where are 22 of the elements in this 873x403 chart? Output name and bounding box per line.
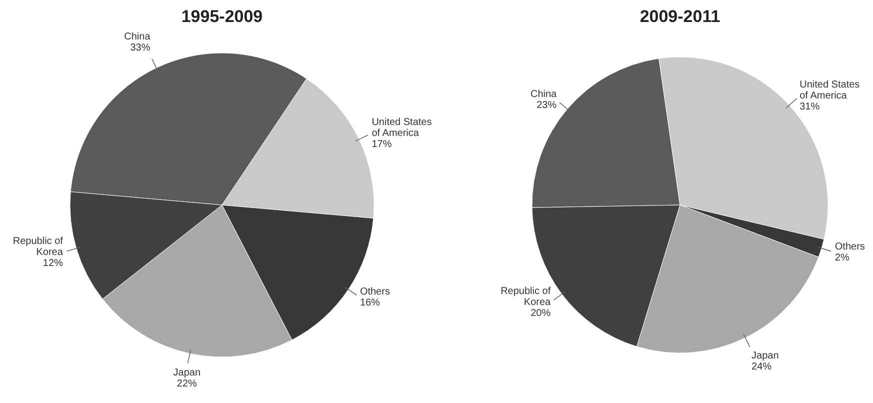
slice-label: Others [360,286,390,298]
slice-label: Others [834,241,865,252]
slice-label: United States of America [372,116,432,139]
data-label: 31% [800,101,820,112]
slice-label: United States of America [800,79,860,102]
data-label: 23% [536,100,557,112]
data-label: 2% [834,252,850,264]
slice-label: China [124,31,151,42]
data-label: 22% [176,378,198,390]
data-label: 24% [752,361,772,372]
data-label: 16% [360,297,380,308]
slice-label: Republic of Korea [12,236,64,258]
slice-label: Republic of Korea [500,286,552,308]
slice-label: Japan [752,350,779,362]
slice-label: Japan [173,367,201,378]
chart-title: 2009-2011 [640,7,720,26]
data-label: 12% [42,258,64,269]
data-label: 33% [130,42,150,54]
slice-label: China [530,89,558,100]
data-label: 20% [530,308,551,319]
data-label: 17% [372,138,392,150]
chart-title: 1995-2009 [181,7,263,26]
